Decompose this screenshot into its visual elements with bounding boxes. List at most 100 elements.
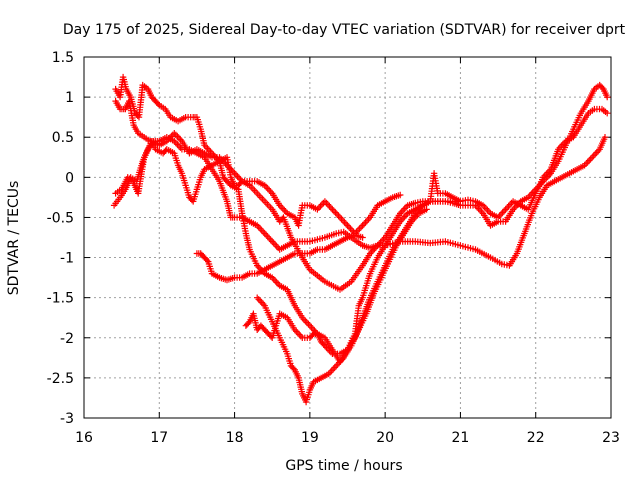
data-point [258, 227, 265, 234]
data-point [154, 100, 162, 107]
data-point [254, 294, 261, 301]
data-point [279, 205, 286, 212]
data-point [297, 333, 304, 340]
y-tick-label: 0 [65, 170, 74, 186]
data-point [270, 239, 277, 247]
data-point [476, 207, 484, 214]
y-tick-label: -1 [60, 251, 74, 267]
data-point [260, 228, 267, 236]
data-point [175, 134, 183, 142]
data-point [267, 236, 274, 244]
data-point [272, 241, 279, 248]
data-point [318, 201, 326, 208]
data-point [401, 213, 408, 220]
data-point [587, 155, 594, 163]
y-tick-label: -3 [60, 411, 74, 427]
data-point [264, 233, 271, 240]
data-point [234, 173, 241, 180]
data-point [505, 203, 512, 210]
x-tick-label: 19 [301, 430, 319, 446]
data-point [333, 211, 341, 218]
series-6 [242, 170, 464, 357]
data-point [269, 238, 276, 245]
x-tick-label: 18 [226, 430, 244, 446]
data-point [604, 110, 611, 117]
data-point [303, 319, 310, 326]
data-point [503, 204, 511, 211]
data-point [258, 299, 265, 306]
x-axis-label: GPS time / hours [285, 458, 402, 474]
data-point [354, 227, 362, 234]
data-point [255, 296, 262, 303]
y-tick-label: 1 [65, 90, 74, 106]
data-point [590, 152, 597, 159]
data-point [266, 187, 273, 194]
data-point [323, 199, 330, 207]
data-point [500, 207, 508, 215]
data-point [302, 317, 309, 325]
data-point [171, 130, 178, 137]
data-point [584, 158, 591, 166]
y-axis-label: SDTVAR / TECUs [6, 181, 22, 296]
data-point [482, 205, 490, 212]
data-point [356, 225, 363, 232]
series-4 [112, 97, 404, 237]
data-point [315, 204, 323, 211]
data-point [245, 319, 252, 327]
data-point [273, 279, 280, 286]
data-point [306, 322, 314, 329]
data-point [261, 230, 268, 237]
y-tick-label: -2.5 [47, 371, 74, 387]
data-point [400, 207, 407, 214]
grid-lines [84, 57, 611, 418]
series-1 [112, 130, 609, 293]
data-point [330, 365, 337, 373]
data-series [110, 73, 611, 406]
data-point [174, 133, 181, 140]
data-point [341, 219, 348, 226]
data-point [237, 179, 244, 186]
data-point [347, 225, 354, 232]
data-point [330, 207, 338, 215]
x-tick-label: 22 [527, 430, 545, 446]
data-point [592, 150, 599, 158]
data-point [496, 212, 503, 219]
data-point [333, 362, 340, 370]
data-point [397, 191, 404, 199]
data-point [599, 84, 606, 91]
data-point [362, 219, 369, 226]
data-point [231, 170, 238, 177]
data-point [174, 141, 181, 148]
y-tick-label: -1.5 [47, 291, 74, 307]
data-point [502, 206, 509, 213]
y-tick-label: -0.5 [47, 210, 74, 226]
data-point [604, 93, 611, 101]
data-point [401, 205, 408, 212]
data-point [296, 331, 303, 338]
axis-ticks: 16 17 18 19 20 21 22 23 -3 -2.5 -2 -1.5 -1 -0.5 0 0.5 1 1… [47, 50, 620, 446]
y-tick-label: 0.5 [52, 130, 74, 146]
data-point [305, 320, 312, 328]
data-point [327, 204, 335, 211]
data-point [331, 364, 338, 371]
data-point [329, 206, 336, 213]
data-point [257, 297, 264, 305]
data-point [348, 227, 356, 234]
data-point [266, 235, 273, 242]
x-tick-label: 17 [150, 430, 168, 446]
data-point [326, 203, 333, 210]
x-tick-label: 16 [75, 430, 93, 446]
data-point [360, 220, 368, 228]
data-point [134, 112, 141, 119]
chart-title: Day 175 of 2025, Sidereal Day-to-day VTE… [63, 22, 626, 38]
plot-frame [83, 56, 612, 419]
y-tick-label: -2 [60, 331, 74, 347]
data-point [328, 367, 335, 374]
data-point [272, 277, 279, 284]
data-point [257, 225, 264, 232]
data-point [336, 214, 344, 221]
data-point [294, 329, 301, 337]
series-5 [193, 231, 366, 284]
data-point [335, 212, 342, 219]
